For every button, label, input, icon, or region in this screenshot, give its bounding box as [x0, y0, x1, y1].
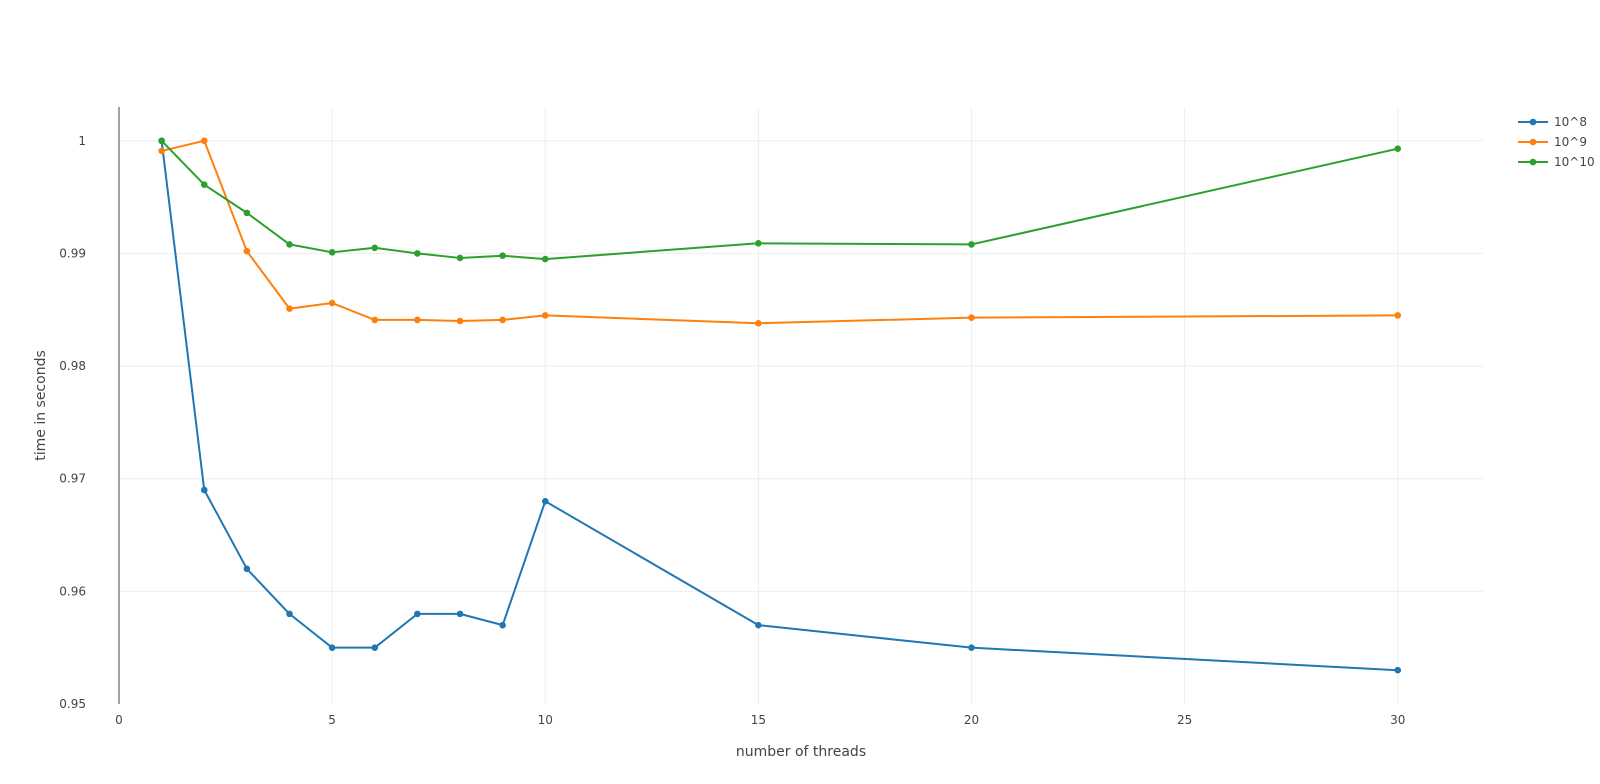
data-point: [755, 621, 762, 629]
data-point: [968, 241, 975, 248]
legend-item[interactable]: 10^10: [1518, 155, 1595, 169]
legend-label: 10^9: [1554, 135, 1587, 149]
x-tick-label: 0: [115, 713, 123, 727]
data-point: [414, 610, 421, 618]
series-group: [158, 137, 1402, 674]
data-point: [158, 137, 165, 145]
y-tick-label: 0.99: [59, 246, 86, 260]
y-axis-ticks: 0.95 0.96 0.97 0.98 0.99 1: [59, 134, 86, 711]
data-point: [499, 316, 506, 324]
x-tick-label: 20: [964, 713, 979, 727]
legend-swatch-marker: [1529, 118, 1537, 126]
x-tick-label: 15: [751, 713, 766, 727]
data-point: [200, 137, 208, 145]
y-tick-label: 0.98: [59, 359, 86, 373]
legend-label: 10^8: [1554, 115, 1587, 129]
x-tick-label: 30: [1390, 713, 1405, 727]
data-point: [541, 312, 549, 319]
x-tick-label: 25: [1177, 713, 1192, 727]
series-line: [161, 139, 1398, 325]
x-axis-ticks: 0 5 10 15 20 25 30: [115, 713, 1405, 727]
data-point: [200, 181, 208, 189]
data-point: [499, 621, 506, 629]
data-point: [968, 644, 975, 651]
y-tick-label: 1: [78, 134, 86, 148]
series-line: [160, 140, 1398, 672]
y-tick-label: 0.96: [59, 584, 86, 598]
data-point: [456, 254, 464, 262]
legend-item[interactable]: 10^8: [1518, 115, 1587, 129]
data-point: [414, 316, 421, 324]
data-point: [1394, 666, 1402, 674]
series-group: [158, 137, 1402, 327]
y-tick-label: 0.97: [59, 472, 86, 486]
data-point: [200, 486, 208, 494]
data-point: [328, 299, 336, 307]
x-tick-label: 10: [538, 713, 553, 727]
data-point: [499, 252, 506, 259]
x-axis-title: number of threads: [736, 744, 866, 760]
data-point: [968, 314, 975, 321]
data-point: [243, 209, 251, 217]
data-point: [286, 241, 293, 248]
data-point: [371, 244, 379, 252]
data-point: [1394, 312, 1402, 319]
series-line: [160, 140, 1398, 261]
data-point: [371, 644, 379, 651]
data-point: [328, 249, 336, 256]
data-point: [243, 565, 251, 573]
data-point: [243, 247, 251, 255]
series-layer: [158, 137, 1402, 674]
y-axis-title: time in seconds: [33, 350, 49, 461]
gridlines: [119, 107, 1483, 704]
data-point: [414, 250, 421, 257]
y-tick-label: 0.95: [59, 697, 86, 711]
data-point: [286, 305, 293, 312]
data-point: [755, 319, 762, 327]
data-point: [541, 497, 549, 505]
data-point: [328, 644, 336, 651]
legend-swatch-marker: [1529, 138, 1537, 146]
legend-swatch-marker: [1529, 158, 1537, 166]
data-point: [1394, 145, 1402, 152]
x-tick-label: 5: [328, 713, 336, 727]
data-point: [286, 610, 293, 618]
legend[interactable]: 10^8 10^9 10^10: [1518, 115, 1595, 169]
data-point: [456, 317, 464, 325]
data-point: [158, 147, 165, 155]
data-point: [456, 610, 464, 618]
data-point: [371, 316, 379, 324]
data-point: [755, 239, 762, 247]
legend-label: 10^10: [1554, 155, 1595, 169]
legend-item[interactable]: 10^9: [1518, 135, 1587, 149]
series-group: [158, 137, 1402, 263]
data-point: [541, 255, 549, 263]
